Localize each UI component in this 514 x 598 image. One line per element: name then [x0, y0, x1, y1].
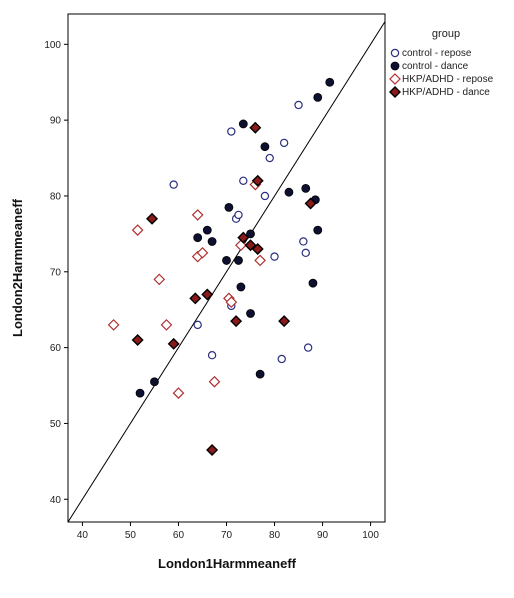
legend-item: control - repose: [390, 48, 472, 59]
legend-label: HKP/ADHD - dance: [402, 87, 490, 98]
data-point: [237, 231, 250, 244]
data-point: [169, 180, 178, 189]
data-point: [239, 176, 248, 186]
y-tick-label: 100: [44, 40, 61, 51]
data-point: [196, 246, 209, 259]
data-point: [206, 443, 219, 456]
data-point: [251, 243, 264, 256]
y-tick-label: 40: [50, 495, 62, 506]
data-point: [172, 387, 185, 399]
data-point: [251, 174, 264, 187]
y-tick-label: 90: [50, 116, 62, 127]
data-point: [260, 191, 270, 201]
data-point: [254, 254, 266, 267]
data-point: [284, 187, 294, 197]
data-point: [301, 183, 311, 193]
data-point: [278, 315, 291, 328]
data-point: [193, 233, 203, 243]
data-point: [107, 319, 120, 331]
x-tick-label: 80: [269, 530, 281, 541]
x-axis-title: London1Harmmeaneff: [158, 556, 297, 571]
y-axis: 40 50 60 70 80 90 100: [44, 40, 68, 506]
x-tick-label: 50: [125, 530, 137, 541]
data-points: [107, 77, 335, 456]
data-point: [294, 100, 303, 110]
legend-marker: [389, 73, 401, 85]
x-tick-label: 40: [77, 530, 89, 541]
data-point: [153, 273, 166, 286]
legend-label: HKP/ADHD - repose: [402, 74, 494, 85]
legend-marker: [390, 61, 400, 71]
data-point: [131, 334, 144, 347]
y-axis-title: London2Harmmeaneff: [10, 198, 25, 337]
x-tick-label: 100: [362, 530, 379, 541]
data-point: [230, 315, 243, 328]
data-point: [222, 256, 231, 265]
data-point: [150, 377, 159, 387]
data-point: [301, 248, 310, 258]
legend-marker: [389, 86, 401, 98]
data-point: [131, 224, 144, 236]
data-point: [202, 225, 212, 235]
data-point: [249, 121, 262, 134]
data-point: [160, 319, 173, 331]
data-point: [255, 369, 265, 379]
x-tick-label: 70: [221, 530, 233, 541]
data-point: [277, 354, 286, 364]
data-point: [308, 278, 318, 288]
reference-line: [67, 21, 386, 523]
data-point: [135, 388, 145, 398]
data-point: [225, 296, 238, 308]
data-point: [189, 292, 202, 305]
legend-marker: [390, 48, 400, 58]
data-point: [167, 337, 180, 350]
data-point: [224, 202, 234, 212]
data-point: [146, 212, 159, 225]
data-point: [303, 343, 313, 352]
data-point: [270, 252, 279, 261]
data-point: [234, 210, 243, 220]
legend-item: control - dance: [390, 61, 469, 72]
data-point: [207, 350, 217, 360]
data-point: [279, 138, 289, 148]
legend-label: control - dance: [402, 61, 469, 72]
legend-label: control - repose: [402, 48, 472, 59]
series-filled-circle: [135, 77, 335, 398]
data-point: [193, 320, 202, 330]
data-point: [260, 142, 270, 152]
y-tick-label: 70: [50, 267, 62, 278]
data-point: [299, 237, 308, 246]
series-open-circle: [169, 100, 313, 364]
data-point: [227, 127, 236, 136]
x-axis: 40 50 60 70 80 90 100: [77, 522, 379, 541]
data-point: [191, 209, 204, 221]
data-point: [207, 237, 217, 246]
data-point: [244, 239, 257, 252]
data-point: [313, 93, 323, 102]
data-point: [265, 153, 274, 163]
data-point: [238, 119, 248, 129]
legend-item: HKP/ADHD - dance: [389, 86, 490, 98]
data-point: [234, 256, 243, 265]
series-open-diamond: [107, 178, 266, 399]
legend: group control - repose control - dance HKP…: [389, 28, 494, 98]
y-tick-label: 80: [50, 191, 62, 202]
data-point: [246, 229, 255, 239]
data-point: [208, 375, 221, 388]
data-point: [201, 288, 214, 301]
x-tick-label: 60: [173, 530, 185, 541]
legend-item: HKP/ADHD - repose: [389, 73, 494, 85]
series-filled-diamond: [131, 121, 317, 456]
data-point: [325, 77, 335, 87]
x-tick-label: 90: [317, 530, 329, 541]
plot-area: [67, 13, 386, 523]
data-point: [304, 197, 317, 210]
legend-title: group: [432, 28, 460, 40]
data-point: [246, 309, 255, 318]
y-tick-label: 50: [50, 419, 62, 430]
y-tick-label: 60: [50, 343, 62, 354]
data-point: [236, 282, 246, 292]
data-point: [313, 225, 323, 235]
